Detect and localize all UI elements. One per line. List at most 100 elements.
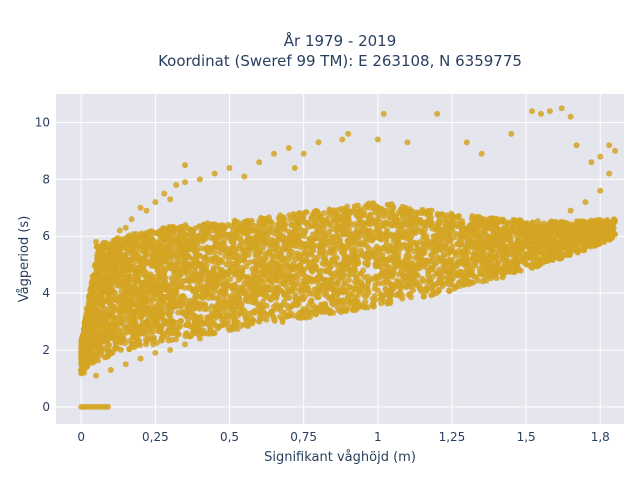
data-point: [369, 250, 376, 257]
data-point: [416, 250, 423, 257]
data-point: [207, 245, 214, 252]
data-point: [345, 272, 352, 279]
data-point: [424, 285, 431, 292]
data-point: [122, 340, 129, 347]
data-point: [178, 318, 185, 325]
data-point: [417, 238, 424, 245]
data-point: [133, 235, 140, 242]
data-point: [344, 203, 351, 210]
data-point: [274, 290, 281, 297]
data-point: [492, 241, 499, 248]
data-point: [477, 271, 484, 278]
data-point: [246, 247, 253, 254]
data-point: [302, 227, 309, 234]
data-point: [528, 262, 535, 269]
data-point: [261, 236, 268, 243]
data-point: [420, 222, 427, 229]
data-point: [483, 277, 490, 284]
data-point: [507, 226, 514, 233]
data-point: [603, 219, 610, 226]
data-point: [362, 298, 369, 305]
data-point: [273, 260, 280, 267]
data-point: [242, 290, 249, 297]
data-point: [191, 264, 198, 271]
data-point: [353, 234, 360, 241]
data-point: [390, 222, 397, 229]
data-point: [459, 220, 466, 227]
data-point: [329, 246, 336, 253]
data-point: [485, 222, 492, 229]
data-point: [520, 254, 527, 261]
data-point: [192, 225, 199, 232]
data-point: [454, 269, 461, 276]
data-point: [228, 263, 235, 270]
data-point: [96, 334, 103, 341]
data-point: [563, 249, 570, 256]
data-point: [279, 245, 286, 252]
data-point: [180, 293, 187, 300]
data-point: [322, 219, 329, 226]
data-point: [128, 292, 135, 299]
data-point: [227, 293, 234, 300]
data-point: [210, 266, 217, 273]
data-point: [109, 289, 116, 296]
data-point: [186, 297, 193, 304]
data-point: [235, 229, 242, 236]
data-point: [239, 309, 246, 316]
data-point: [435, 255, 442, 262]
data-point: [346, 223, 353, 230]
data-point: [288, 221, 295, 228]
data-point: [182, 333, 189, 340]
data-point: [237, 235, 244, 242]
data-point: [252, 300, 259, 307]
data-point: [405, 247, 412, 254]
data-point: [111, 346, 118, 353]
data-point: [357, 270, 364, 277]
data-point: [473, 213, 480, 220]
data-point: [447, 238, 454, 245]
data-point: [85, 320, 92, 327]
data-point: [433, 289, 440, 296]
data-point: [427, 278, 434, 285]
data-point: [341, 249, 348, 256]
data-point: [202, 226, 209, 233]
data-point: [370, 201, 377, 208]
data-point: [117, 245, 124, 252]
data-point: [397, 283, 404, 290]
data-point: [168, 324, 175, 331]
data-point: [185, 316, 192, 323]
data-point: [438, 240, 445, 247]
data-point: [326, 228, 333, 235]
data-point: [175, 276, 182, 283]
data-point: [377, 263, 384, 270]
data-point: [175, 270, 182, 277]
data-point: [223, 261, 230, 268]
data-point: [431, 239, 438, 246]
data-point: [207, 286, 214, 293]
data-point: [136, 338, 143, 345]
data-point: [256, 221, 263, 228]
data-point: [351, 221, 358, 228]
data-point: [178, 224, 185, 231]
data-point: [321, 286, 328, 293]
data-point: [349, 247, 356, 254]
data-point: [306, 236, 313, 243]
data-point: [80, 325, 87, 332]
data-point: [339, 229, 346, 236]
data-point: [109, 314, 116, 321]
data-point: [346, 283, 353, 290]
data-point: [99, 314, 106, 321]
data-point: [403, 258, 410, 265]
data-point: [523, 233, 530, 240]
data-point: [259, 215, 266, 222]
data-point: [339, 265, 346, 272]
data-point: [269, 293, 276, 300]
data-point: [233, 288, 240, 295]
data-point: [364, 262, 371, 269]
data-point: [294, 250, 301, 257]
data-point: [213, 307, 220, 314]
data-point: [325, 283, 332, 290]
data-point: [320, 210, 327, 217]
data-point: [386, 232, 393, 239]
data-point: [517, 230, 524, 237]
